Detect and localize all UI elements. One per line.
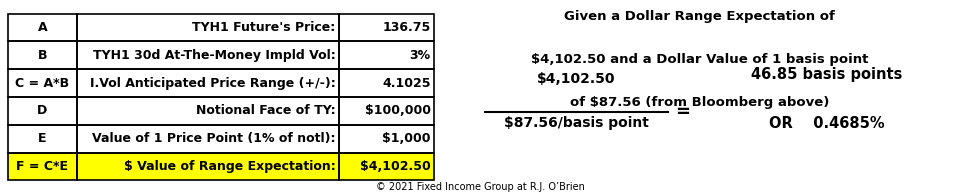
FancyBboxPatch shape <box>339 42 434 69</box>
Text: $ Value of Range Expectation:: $ Value of Range Expectation: <box>124 160 335 173</box>
FancyBboxPatch shape <box>77 14 339 42</box>
FancyBboxPatch shape <box>339 152 434 180</box>
Text: C = A*B: C = A*B <box>15 77 69 90</box>
FancyBboxPatch shape <box>339 97 434 125</box>
Text: $4,102.50 and a Dollar Value of 1 basis point: $4,102.50 and a Dollar Value of 1 basis … <box>530 53 869 66</box>
Text: Given a Dollar Range Expectation of: Given a Dollar Range Expectation of <box>564 10 835 23</box>
FancyBboxPatch shape <box>339 14 434 42</box>
Text: E: E <box>38 132 46 145</box>
FancyBboxPatch shape <box>77 97 339 125</box>
Text: TYH1 Future's Price:: TYH1 Future's Price: <box>192 21 335 34</box>
Text: TYH1 30d At-The-Money Impld Vol:: TYH1 30d At-The-Money Impld Vol: <box>92 49 335 62</box>
Text: $100,000: $100,000 <box>364 104 431 117</box>
Text: 46.85 basis points: 46.85 basis points <box>751 67 902 82</box>
FancyBboxPatch shape <box>77 69 339 97</box>
FancyBboxPatch shape <box>77 125 339 152</box>
FancyBboxPatch shape <box>339 69 434 97</box>
FancyBboxPatch shape <box>8 125 77 152</box>
Text: © 2021 Fixed Income Group at R.J. O’Brien: © 2021 Fixed Income Group at R.J. O’Brie… <box>376 182 585 192</box>
FancyBboxPatch shape <box>8 97 77 125</box>
Text: 3%: 3% <box>409 49 431 62</box>
Text: $87.56/basis point: $87.56/basis point <box>505 116 649 130</box>
Text: $1,000: $1,000 <box>382 132 431 145</box>
Text: OR    0.4685%: OR 0.4685% <box>769 116 884 131</box>
Text: of $87.56 (from Bloomberg above): of $87.56 (from Bloomberg above) <box>570 96 829 109</box>
Text: Notional Face of TY:: Notional Face of TY: <box>196 104 335 117</box>
Text: F = C*E: F = C*E <box>16 160 68 173</box>
Text: A: A <box>37 21 47 34</box>
Text: 4.1025: 4.1025 <box>382 77 431 90</box>
FancyBboxPatch shape <box>339 125 434 152</box>
FancyBboxPatch shape <box>8 14 77 42</box>
Text: =: = <box>675 103 690 121</box>
FancyBboxPatch shape <box>77 42 339 69</box>
Text: Value of 1 Price Point (1% of notl):: Value of 1 Price Point (1% of notl): <box>92 132 335 145</box>
FancyBboxPatch shape <box>77 152 339 180</box>
Text: $4,102.50: $4,102.50 <box>537 72 616 86</box>
FancyBboxPatch shape <box>8 42 77 69</box>
Text: D: D <box>37 104 47 117</box>
FancyBboxPatch shape <box>8 69 77 97</box>
FancyBboxPatch shape <box>8 152 77 180</box>
Text: $4,102.50: $4,102.50 <box>359 160 431 173</box>
Text: 136.75: 136.75 <box>382 21 431 34</box>
Text: B: B <box>37 49 47 62</box>
Text: I.Vol Anticipated Price Range (+/-):: I.Vol Anticipated Price Range (+/-): <box>89 77 335 90</box>
